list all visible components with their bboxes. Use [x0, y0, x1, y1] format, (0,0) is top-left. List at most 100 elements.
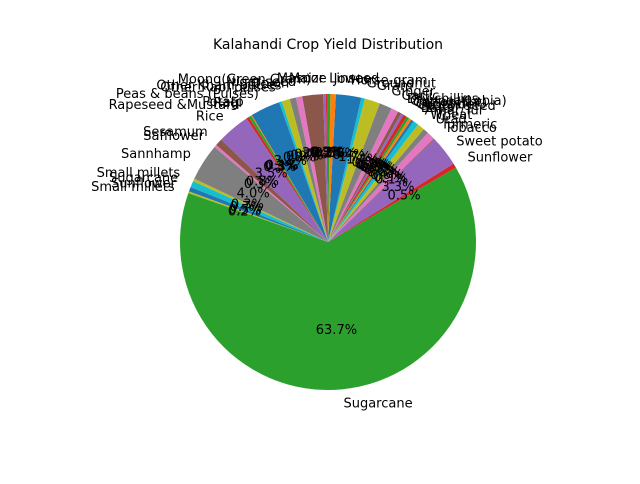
pie-slice	[328, 129, 428, 242]
pie-slice	[328, 124, 424, 242]
slice-percent-label: 0.6%	[370, 168, 403, 183]
slice-percent-label: 63.7%	[316, 323, 357, 338]
slice-label: Sannhamp	[121, 147, 191, 162]
slice-percent-label: 0.1%	[375, 173, 408, 188]
slice-percent-label: 0.2%	[228, 205, 261, 220]
pie-slice	[216, 139, 328, 242]
slice-label: Other Kharif pulses	[156, 79, 281, 94]
slice-percent-label: 3.3%	[381, 180, 414, 195]
slice-percent-label: 0.7%	[290, 148, 323, 163]
slice-label: Arhar/Tur	[425, 103, 485, 118]
slice-percent-label: 0.7%	[294, 147, 327, 162]
pie-slice	[190, 181, 328, 242]
slice-percent-label: 0.9%	[373, 171, 406, 186]
pie-slice	[279, 101, 328, 242]
slice-label: Sesamum	[143, 125, 208, 140]
slice-percent-label: 0.3%	[309, 146, 342, 161]
pie-slice	[214, 145, 328, 242]
pie-slice	[328, 103, 392, 242]
slice-label: Other Rabi pulses	[160, 80, 276, 95]
pie-slice	[328, 108, 399, 243]
pie-slice	[221, 118, 328, 242]
slice-label: Safflower	[143, 129, 204, 144]
chart-title: Kalahandi Crop Yield Distribution	[213, 37, 443, 53]
slice-percent-label: 0.3%	[231, 197, 264, 212]
slice-label: Sugarcane	[343, 397, 412, 412]
pie-slice	[281, 99, 328, 243]
pie-slice	[328, 94, 362, 242]
slice-label: Bajra	[421, 101, 455, 116]
slice-percent-label: 1.7%	[338, 150, 371, 165]
slice-label: Turmeric	[440, 117, 497, 132]
slice-label: Sunflower	[111, 176, 177, 191]
slice-percent-label: 0.6%	[315, 146, 348, 161]
pie-slice	[328, 139, 454, 242]
slice-label: Rapeseed &Mustard	[109, 98, 240, 113]
pie-slice	[328, 94, 336, 242]
slice-percent-label: 0.8%	[246, 175, 279, 190]
slice-label: Small millets	[91, 180, 175, 195]
pie-labels: Small millets 0.2% Sugarcane 63.7% Sunflower…	[91, 72, 543, 412]
slice-label: Masoor	[277, 72, 325, 87]
slice-percent-label: 2.3%	[302, 146, 335, 161]
pie-slice	[188, 187, 328, 242]
slice-percent-label: 2.8%	[324, 147, 357, 162]
pie-slice	[251, 102, 328, 243]
slice-percent-label: 1.4%	[346, 153, 379, 168]
slice-label: Niger seed	[226, 75, 296, 90]
slice-percent-label: 0.8%	[352, 155, 385, 170]
pie-slice	[295, 96, 328, 242]
pie-slice	[193, 178, 328, 242]
slice-percent-label: 3.5%	[255, 166, 288, 181]
slice-label: Tobacco	[444, 121, 497, 136]
slice-percent-label: 0.8%	[367, 165, 400, 180]
slice-label: Dry chillies	[407, 92, 479, 107]
slice-label: Small millets	[97, 166, 181, 181]
pie-slice	[194, 147, 328, 242]
pie-slice	[328, 132, 434, 242]
slice-label: Sunflower	[467, 150, 533, 165]
pie-slice	[327, 94, 331, 242]
slice-percent-label: 0.3%	[359, 160, 392, 175]
slice-label: Onion	[251, 76, 289, 91]
slice-percent-label: 0.9%	[286, 149, 319, 164]
pie-slice	[302, 94, 328, 242]
slice-label: Coriander	[416, 97, 480, 112]
pie-slice	[328, 98, 380, 242]
slice-label: Rice	[196, 110, 224, 125]
pie-slice	[328, 121, 419, 242]
slice-percent-label: 0.3%	[265, 159, 298, 174]
pie-slice	[188, 191, 328, 242]
slice-label: Jowar	[333, 72, 370, 87]
slice-percent-label: 0.3%	[263, 160, 296, 175]
slice-label: Horse-gram	[351, 73, 428, 88]
slice-label: Ginger	[391, 85, 435, 100]
slice-label: Potato	[202, 95, 243, 110]
slice-label: Moong(Green Gram)	[178, 73, 311, 88]
pie-slice	[323, 94, 328, 242]
slice-label: Cowpea(Lobia)	[410, 94, 507, 109]
slice-label: Peas & beans (Pulses)	[116, 87, 259, 102]
slice-label: Sugarcane	[109, 171, 178, 186]
pie-slice	[248, 115, 328, 242]
pie-slice	[328, 113, 404, 242]
slice-percent-label: 0.3%	[312, 146, 345, 161]
slice-label: Garlic	[401, 89, 439, 104]
slice-label: Urad	[436, 112, 467, 127]
slice-percent-label: 0.4%	[354, 157, 387, 172]
pie-slice	[328, 119, 414, 242]
slice-label: Linseed	[329, 72, 379, 87]
slice-label: Wheat	[430, 108, 472, 123]
slice-label: Castor seed	[418, 99, 495, 114]
pie-slice	[289, 97, 328, 242]
pie-slice	[328, 163, 456, 242]
pie-slice	[180, 167, 477, 390]
slice-percent-label: 0.6%	[364, 163, 397, 178]
slice-label: Groundnut	[367, 76, 436, 91]
slice-percent-label: 0.3%	[244, 177, 277, 192]
slice-label: Cotton(lint)	[413, 96, 487, 111]
pie-slice	[328, 111, 402, 242]
pie-slice	[328, 114, 407, 242]
